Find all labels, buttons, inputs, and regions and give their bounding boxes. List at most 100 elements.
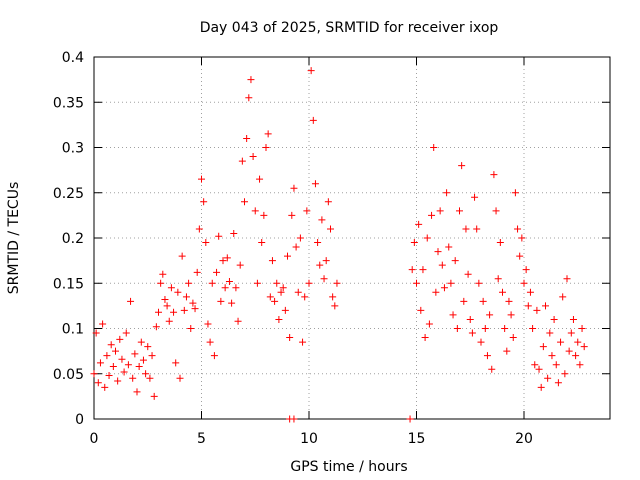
data-point	[241, 198, 248, 206]
data-point	[243, 134, 251, 142]
data-point	[309, 116, 317, 124]
data-point	[200, 198, 208, 206]
data-point	[273, 279, 281, 287]
data-point	[258, 239, 266, 247]
data-point	[475, 279, 483, 287]
data-point	[185, 279, 193, 287]
data-point	[548, 352, 556, 360]
data-point	[432, 288, 440, 296]
y-tick-label: 0.1	[62, 322, 84, 338]
data-point	[440, 284, 448, 292]
data-point	[135, 363, 143, 371]
data-point	[275, 315, 283, 323]
data-point	[225, 277, 233, 285]
data-point	[204, 320, 212, 328]
data-point	[206, 338, 214, 346]
data-point	[408, 266, 416, 274]
data-point	[264, 130, 272, 138]
data-point	[333, 279, 341, 287]
data-point	[290, 184, 298, 192]
data-point	[447, 279, 455, 287]
data-point	[251, 207, 259, 215]
data-point	[501, 325, 509, 332]
data-point	[122, 329, 130, 337]
data-point	[174, 288, 182, 296]
data-point	[464, 270, 472, 278]
data-point	[129, 374, 137, 382]
data-point	[451, 257, 459, 265]
data-point	[288, 211, 296, 219]
data-point	[228, 299, 236, 307]
data-point	[572, 352, 580, 360]
data-point	[529, 325, 537, 332]
data-point	[438, 261, 446, 269]
data-point	[116, 335, 124, 343]
data-point	[535, 365, 543, 373]
data-point	[182, 293, 190, 301]
data-point	[260, 211, 268, 219]
data-point	[514, 225, 522, 233]
y-tick-label: 0.35	[53, 95, 84, 111]
y-tick-label: 0.2	[62, 231, 84, 247]
data-point	[565, 347, 573, 355]
data-point	[144, 343, 152, 351]
data-point	[286, 334, 294, 342]
data-point	[483, 352, 491, 360]
data-point	[301, 293, 309, 301]
data-point	[187, 325, 195, 332]
data-point	[417, 306, 425, 314]
x-tick-label: 15	[408, 431, 426, 447]
y-axis-label: SRMTID / TECUs	[6, 182, 22, 295]
data-point	[539, 343, 547, 351]
data-point	[410, 239, 418, 247]
data-point	[331, 302, 339, 310]
data-point	[499, 288, 506, 296]
chart-title: Day 043 of 2025, SRMTID for receiver ixo…	[200, 20, 499, 36]
data-point	[578, 325, 586, 332]
data-point	[318, 216, 326, 224]
data-point	[284, 252, 291, 260]
data-point	[281, 306, 289, 314]
data-point	[146, 374, 154, 382]
data-point	[247, 76, 255, 84]
data-point	[234, 317, 242, 325]
data-point	[101, 383, 109, 391]
data-point	[198, 175, 205, 183]
data-point	[468, 329, 476, 337]
data-point	[554, 379, 562, 387]
data-point	[170, 308, 178, 316]
data-point	[569, 315, 577, 323]
data-point	[277, 288, 285, 296]
data-point	[490, 171, 498, 179]
data-point	[271, 297, 279, 305]
x-tick-label: 20	[515, 431, 533, 447]
data-point	[217, 297, 225, 305]
data-point	[305, 279, 313, 287]
data-point	[208, 279, 216, 287]
data-point	[99, 320, 107, 328]
data-point	[421, 334, 429, 342]
data-point	[290, 415, 298, 423]
data-point	[443, 189, 451, 197]
data-point	[526, 288, 534, 296]
data-point	[256, 175, 264, 183]
data-point	[161, 296, 169, 304]
data-point	[542, 302, 549, 310]
data-point	[462, 225, 470, 233]
data-point	[105, 372, 113, 380]
data-point	[232, 284, 240, 292]
data-point	[296, 234, 304, 242]
data-point	[327, 225, 334, 233]
data-point	[139, 356, 147, 364]
data-point	[453, 325, 461, 332]
data-point	[223, 254, 231, 262]
data-point	[496, 239, 504, 247]
x-axis-label: GPS time / hours	[290, 459, 407, 475]
data-point	[307, 67, 315, 75]
data-point	[236, 261, 244, 269]
data-point	[557, 338, 565, 346]
data-point	[516, 252, 524, 260]
data-point	[294, 288, 302, 296]
data-point	[262, 144, 270, 151]
